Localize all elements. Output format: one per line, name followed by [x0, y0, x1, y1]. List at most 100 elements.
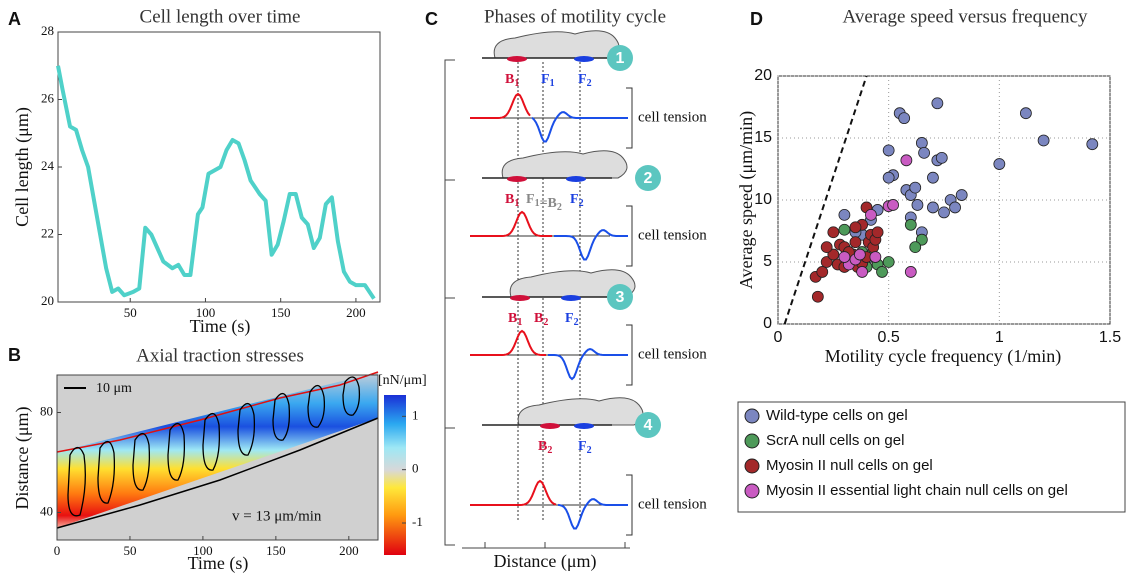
- panel-letter: B: [8, 345, 21, 365]
- label-base: B: [508, 311, 517, 326]
- data-point: [1037, 134, 1050, 147]
- label-base: =B: [540, 196, 557, 211]
- y-tick-label: 22: [41, 225, 54, 240]
- colorbar-label: [nN/μm]: [378, 373, 427, 388]
- data-point: [955, 189, 968, 201]
- step-badge: [607, 45, 633, 71]
- label-base: F: [565, 311, 574, 326]
- tension-label: cell tension: [638, 227, 707, 243]
- tension-curve-front: [557, 498, 628, 530]
- data-point: [904, 266, 917, 278]
- data-point: [900, 154, 913, 167]
- label-sub: 2: [547, 445, 552, 456]
- colorbar-tick-label: -1: [412, 514, 423, 529]
- tension-curve-front: [554, 229, 628, 261]
- legend: [737, 401, 1126, 513]
- panel-letter: C: [425, 9, 438, 29]
- label-sub: 2: [587, 445, 592, 456]
- legend-marker: [744, 408, 760, 424]
- data-point: [938, 206, 950, 219]
- y-tick-label: 5: [763, 253, 772, 270]
- data-point: [820, 256, 833, 268]
- legend-marker: [744, 433, 760, 449]
- tension-curve-rear: [470, 329, 547, 356]
- x-tick-label: 100: [193, 543, 213, 558]
- label-sub: 2: [587, 78, 592, 89]
- adhesion: [507, 176, 527, 182]
- cell-shape: [517, 397, 644, 426]
- legend-marker: [744, 483, 760, 499]
- x-axis-label: Time (s): [190, 316, 251, 337]
- cell-shape: [509, 269, 636, 298]
- plot-area: [777, 75, 1111, 325]
- legend-marker: [744, 458, 760, 474]
- tension-bracket: [626, 87, 633, 149]
- step-number: 3: [616, 289, 625, 306]
- label-base: F: [578, 72, 587, 87]
- phase-label: F2: [578, 439, 592, 456]
- label-base: B: [538, 439, 547, 454]
- x-tick-label: 100: [196, 305, 216, 320]
- label-sub: 2: [574, 317, 579, 328]
- x-tick-label: 1: [995, 329, 1004, 346]
- step-number: 1: [616, 50, 625, 67]
- step-badge: [635, 165, 661, 191]
- data-point: [1086, 138, 1099, 151]
- phase-label: F2: [565, 311, 579, 328]
- tension-curve-rear: [470, 92, 531, 119]
- tension-curve-rear: [470, 210, 553, 237]
- data-point: [927, 171, 939, 184]
- legend-label: ScrA null cells on gel: [766, 432, 904, 449]
- diagram-title: Phases of motility cycle: [484, 6, 666, 27]
- tension-bracket: [626, 205, 633, 267]
- y-axis-label: Cell length (μm): [12, 107, 33, 227]
- data-point: [876, 266, 888, 278]
- label-sub: 1: [535, 198, 540, 209]
- phase-label: F1: [541, 72, 555, 89]
- tension-label: cell tension: [638, 109, 707, 125]
- data-point: [898, 112, 911, 125]
- label-sub: 2: [543, 317, 548, 328]
- label-sub: 1: [517, 317, 522, 328]
- tension-label: cell tension: [638, 496, 707, 512]
- data-point: [827, 226, 840, 239]
- data-point: [911, 199, 924, 211]
- step-badge: [607, 284, 633, 310]
- data-point: [882, 171, 895, 184]
- data-point: [949, 201, 961, 214]
- x-tick-label: 150: [271, 305, 291, 320]
- panel-letter: D: [750, 9, 763, 29]
- cell-shape: [493, 30, 620, 59]
- distance-axis-ticks: [484, 542, 626, 548]
- y-tick-label: 24: [41, 158, 55, 173]
- data-point: [915, 233, 928, 246]
- scale-bar-label: 10 μm: [96, 381, 132, 396]
- label-base: B: [505, 72, 514, 87]
- tension-curve-front: [547, 347, 628, 381]
- data-point: [882, 256, 895, 268]
- y-tick-label: 40: [40, 503, 53, 518]
- y-axis-label: Average speed (μm/min): [736, 111, 757, 289]
- chart-title: Average speed versus frequency: [843, 6, 1088, 27]
- label-sub: 2: [557, 202, 562, 213]
- adhesion: [510, 295, 530, 301]
- x-tick-label: 0.5: [878, 329, 900, 346]
- x-tick-label: 200: [339, 543, 359, 558]
- data-point: [935, 151, 948, 164]
- x-tick-label: 50: [124, 305, 137, 320]
- tension-curve-front: [531, 111, 628, 143]
- x-axis-label: Motility cycle frequency (1/min): [825, 346, 1061, 367]
- data-point: [849, 221, 862, 234]
- data-point: [882, 144, 895, 157]
- tension-bracket: [626, 474, 633, 536]
- adhesion: [540, 423, 560, 429]
- label-sub: 1: [514, 78, 519, 89]
- colorbar-tick-label: 0: [412, 461, 419, 476]
- y-tick-label: 28: [41, 23, 54, 38]
- data-point: [838, 223, 851, 236]
- label-sub: 2: [579, 198, 584, 209]
- y-tick-label: 15: [754, 129, 772, 146]
- phase-label: F1=B2: [526, 192, 562, 213]
- y-tick-label: 80: [40, 403, 53, 418]
- data-line: [56, 65, 376, 300]
